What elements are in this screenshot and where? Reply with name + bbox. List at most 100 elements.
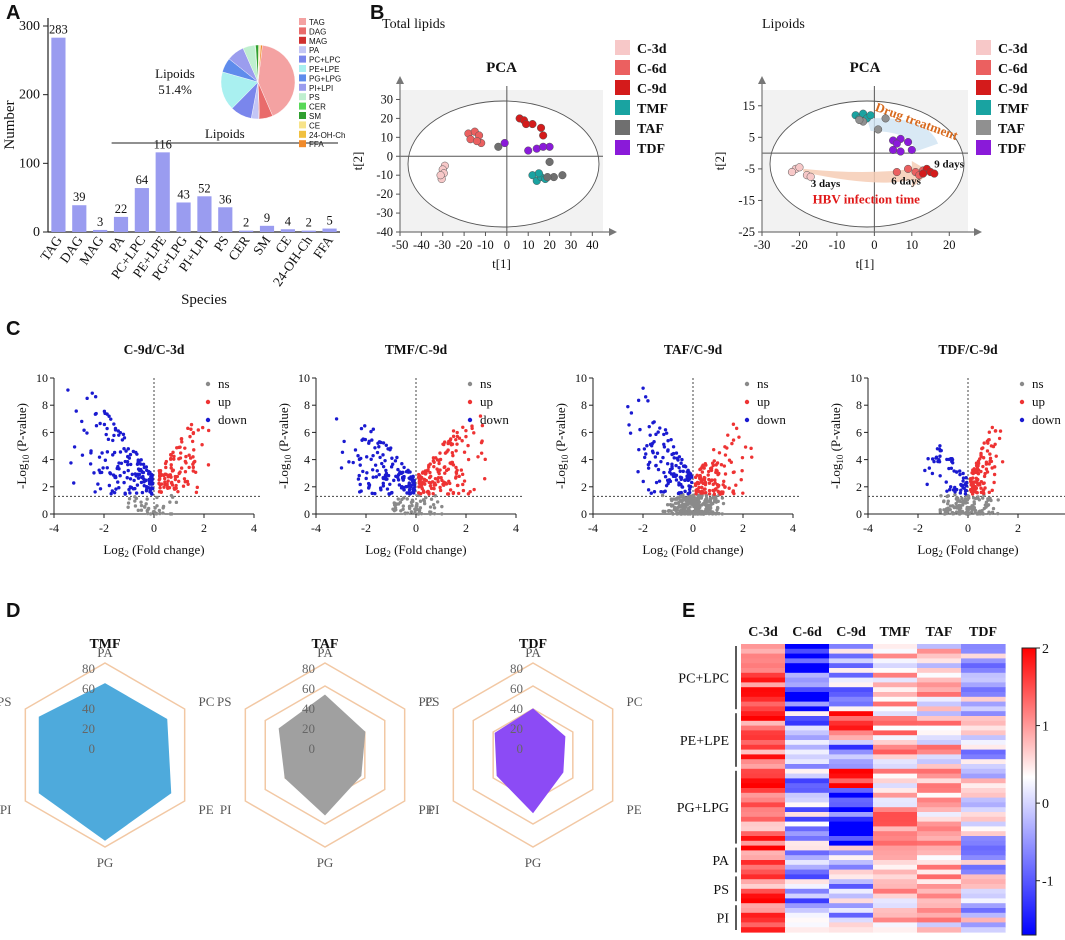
heatmap-cell (873, 668, 918, 674)
point-down (662, 470, 666, 475)
heatmap-cell (829, 864, 874, 871)
legend-marker (205, 381, 211, 387)
legend-label: TDF (637, 142, 665, 157)
heatmap-cell (741, 735, 786, 741)
point-up (178, 445, 182, 449)
pie-legend-swatch (299, 83, 306, 91)
point-up (427, 465, 431, 469)
heatmap-cell (917, 836, 962, 842)
heatmap-cell (873, 869, 918, 875)
legend-label: ns (1032, 376, 1044, 391)
point-up (717, 471, 721, 476)
heatmap-cell (829, 706, 874, 712)
heatmap-cell (873, 893, 918, 899)
point-down (74, 409, 78, 413)
point-ns (677, 500, 681, 505)
y-tick-label: 100 (19, 156, 40, 171)
volcano-title: TDF/C-9d (938, 342, 998, 357)
legend-label: ns (218, 376, 230, 391)
point-down (334, 417, 339, 421)
point-up (429, 486, 434, 491)
point-ns (946, 502, 950, 506)
heatmap-group-label: PS (713, 883, 729, 898)
point-down (122, 480, 126, 485)
radar-tick-label: 80 (510, 661, 523, 676)
point-down (681, 469, 685, 474)
legend-label: C-9d (637, 82, 667, 97)
point-ns (401, 507, 405, 511)
point-ns (715, 511, 719, 516)
point-down (393, 459, 398, 463)
heatmap-cell (785, 788, 830, 794)
point-ns (675, 496, 679, 500)
point-up (708, 466, 713, 471)
point-down (80, 419, 84, 424)
point-down (381, 484, 386, 488)
pca-point (896, 147, 905, 156)
point-down (662, 445, 667, 449)
heatmap-cell (785, 740, 830, 746)
heatmap-cell (829, 922, 874, 928)
heatmap-cell (961, 711, 1006, 717)
point-ns (952, 505, 957, 510)
point-down (141, 462, 146, 467)
point-down (947, 466, 951, 471)
point-up (176, 489, 180, 494)
point-down (122, 470, 126, 475)
y-axis-title: Number (2, 100, 18, 149)
point-up (990, 488, 994, 493)
heatmap-cell (829, 735, 874, 741)
point-up (981, 464, 985, 469)
y-tick-label: 4 (581, 453, 587, 467)
radar-axis-label: PE (199, 802, 214, 817)
point-down (662, 442, 666, 447)
point-down (151, 486, 155, 491)
heatmap-cell (873, 845, 918, 851)
x-tick-label: 2 (740, 521, 746, 535)
point-ns (428, 505, 433, 509)
heatmap-cell (785, 663, 830, 669)
point-up (998, 429, 1003, 433)
point-ns (678, 505, 682, 509)
point-up (187, 453, 191, 457)
point-down (407, 488, 412, 492)
point-down (100, 451, 104, 455)
heatmap-cell (917, 759, 962, 765)
heatmap-cell (961, 826, 1006, 832)
pie-legend-label: PG+LPG (309, 74, 341, 83)
bar (113, 216, 129, 232)
point-up (472, 431, 476, 435)
point-down (361, 469, 365, 474)
heatmap-cell (961, 888, 1006, 895)
heatmap-cell (829, 672, 874, 679)
point-up (997, 436, 1002, 441)
x-tick-label: 0 (504, 238, 510, 252)
infection-time-arrow (803, 161, 931, 188)
point-up (206, 428, 211, 433)
point-down (958, 472, 962, 477)
x-axis-arrow (609, 228, 617, 236)
point-ns (692, 501, 696, 506)
point-up (196, 428, 201, 432)
heatmap-cell (961, 816, 1006, 823)
heatmap-cell (917, 744, 962, 751)
point-ns (679, 512, 684, 516)
legend-label: C-6d (998, 62, 1028, 77)
point-ns (429, 510, 433, 514)
point-down (109, 492, 113, 496)
point-up (478, 414, 483, 418)
point-down (409, 484, 413, 489)
point-down (132, 478, 136, 483)
point-down (389, 465, 394, 469)
point-ns (696, 497, 701, 501)
point-down (626, 404, 630, 409)
point-up (712, 489, 716, 493)
point-down (953, 485, 957, 490)
point-up (447, 439, 451, 444)
point-down (957, 469, 962, 473)
point-down (377, 440, 382, 444)
point-up (711, 482, 715, 487)
point-down (375, 469, 379, 473)
radar-tick-label: 20 (302, 721, 315, 736)
y-tick-label: 8 (856, 398, 862, 412)
